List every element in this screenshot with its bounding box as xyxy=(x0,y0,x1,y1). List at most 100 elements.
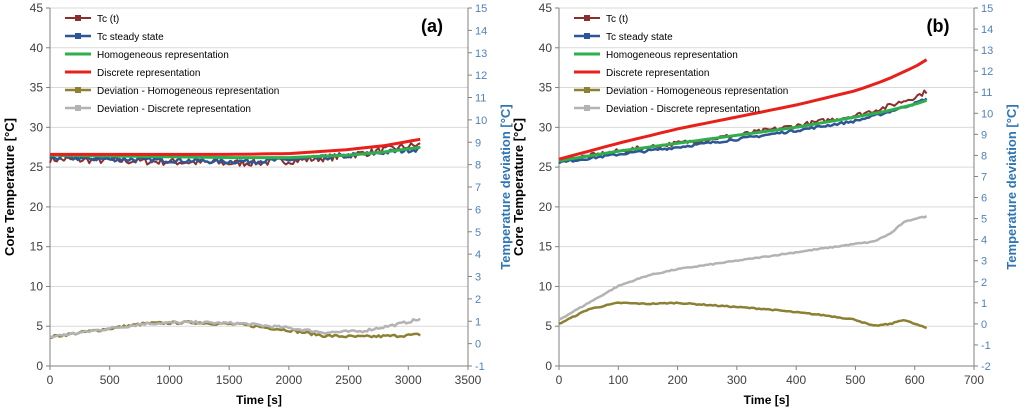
y-axis-title: Core Temperature [°C] xyxy=(2,118,17,256)
x-tick-label: 600 xyxy=(905,373,925,387)
y2-tick-label: 10 xyxy=(981,108,993,120)
legend-marker xyxy=(584,87,590,93)
x-tick-label: 1000 xyxy=(156,373,183,387)
legend-marker xyxy=(584,15,590,21)
chart-panel-a: 051015202530354045-101234567891011121314… xyxy=(2,1,513,407)
y2-tick-label: 13 xyxy=(475,48,487,60)
y2-tick-label: 12 xyxy=(475,70,487,82)
y-tick-label: 5 xyxy=(545,319,552,333)
legend-marker xyxy=(584,33,590,39)
y2-tick-label: 2 xyxy=(981,277,987,289)
y2-tick-label: 4 xyxy=(981,235,987,247)
series-line-5 xyxy=(558,215,928,321)
y-tick-label: 35 xyxy=(539,81,553,95)
y2-tick-label: 10 xyxy=(475,115,487,127)
y2-tick-label: 8 xyxy=(981,150,987,162)
y-tick-label: 45 xyxy=(539,1,553,15)
y-tick-label: 0 xyxy=(36,359,43,373)
y2-tick-label: 11 xyxy=(981,87,992,99)
legend-label: Deviation - Discrete representation xyxy=(97,104,251,115)
y-tick-label: 20 xyxy=(539,200,553,214)
panel-label: (a) xyxy=(421,16,443,36)
legend-label: Tc (t) xyxy=(606,14,628,25)
legend-label: Deviation - Homogeneous representation xyxy=(606,86,788,97)
y2-tick-label: 5 xyxy=(981,214,987,226)
y-tick-label: 15 xyxy=(539,240,553,254)
y2-tick-label: 11 xyxy=(475,93,486,105)
y2-tick-label: 3 xyxy=(475,272,481,284)
chart-panel-b: 051015202530354045-2-1012345678910111213… xyxy=(511,1,1019,407)
y2-tick-label: 8 xyxy=(475,160,481,172)
y-axis-title: Core Temperature [°C] xyxy=(511,118,526,256)
y2-tick-label: 1 xyxy=(475,316,481,328)
y-tick-label: 40 xyxy=(539,41,553,55)
x-tick-label: 1500 xyxy=(216,373,243,387)
y-tick-label: 0 xyxy=(545,359,552,373)
y-tick-label: 20 xyxy=(30,200,44,214)
legend-label: Tc steady state xyxy=(606,32,673,43)
series-line-5 xyxy=(50,317,421,338)
legend-label: Homogeneous representation xyxy=(97,50,229,61)
x-tick-label: 2000 xyxy=(276,373,303,387)
legend-label: Discrete representation xyxy=(606,68,709,79)
y2-tick-label: 15 xyxy=(981,3,993,15)
x-tick-label: 200 xyxy=(668,373,688,387)
legend-marker xyxy=(75,15,81,21)
y2-tick-label: 13 xyxy=(981,45,993,57)
y2-tick-label: 15 xyxy=(475,3,487,15)
y2-tick-label: 5 xyxy=(475,227,481,239)
legend-label: Deviation - Homogeneous representation xyxy=(97,86,279,97)
y2-tick-label: 14 xyxy=(981,24,993,36)
y2-tick-label: 6 xyxy=(475,204,481,216)
legend-marker xyxy=(75,87,81,93)
x-tick-label: 500 xyxy=(100,373,120,387)
x-tick-label: 2500 xyxy=(335,373,362,387)
y2-tick-label: 6 xyxy=(981,193,987,205)
y2-tick-label: 12 xyxy=(981,66,993,78)
legend-label: Tc steady state xyxy=(97,32,164,43)
x-tick-label: 0 xyxy=(47,373,54,387)
legend-marker xyxy=(75,105,81,111)
x-tick-label: 300 xyxy=(727,373,747,387)
y2-tick-label: -2 xyxy=(981,361,991,373)
series-line-4 xyxy=(558,301,928,330)
y2-tick-label: -1 xyxy=(475,361,485,373)
y-tick-label: 35 xyxy=(30,81,44,95)
x-tick-label: 3500 xyxy=(455,373,482,387)
y2-tick-label: 4 xyxy=(475,249,481,261)
y2-tick-label: 0 xyxy=(981,319,987,331)
y2-tick-label: -1 xyxy=(981,340,991,352)
series-line-1 xyxy=(558,97,928,165)
y-tick-label: 30 xyxy=(30,120,44,134)
y2-tick-label: 9 xyxy=(475,137,481,149)
y2-tick-label: 0 xyxy=(475,339,481,351)
series-line-2 xyxy=(49,145,421,160)
legend-marker xyxy=(75,33,81,39)
y-tick-label: 45 xyxy=(30,1,44,15)
x-tick-label: 400 xyxy=(786,373,806,387)
legend-label: Tc (t) xyxy=(97,14,119,25)
series-line-3 xyxy=(558,58,928,161)
y2-tick-label: 14 xyxy=(475,25,487,37)
y2-tick-label: 1 xyxy=(981,298,987,310)
x-axis-title: Time [s] xyxy=(236,393,282,407)
legend-label: Homogeneous representation xyxy=(606,50,738,61)
series-line-3 xyxy=(50,137,421,156)
y-tick-label: 15 xyxy=(30,240,44,254)
panel-label: (b) xyxy=(927,16,950,36)
y-tick-label: 40 xyxy=(30,41,44,55)
y2-tick-label: 2 xyxy=(475,294,481,306)
legend-label: Deviation - Discrete representation xyxy=(606,104,760,115)
x-axis-title: Time [s] xyxy=(744,393,790,407)
y-tick-label: 25 xyxy=(30,160,44,174)
y2-axis-title: Temperature deviation [°C] xyxy=(498,104,513,269)
x-tick-label: 100 xyxy=(608,373,628,387)
series-line-2 xyxy=(558,98,928,163)
y2-tick-label: 9 xyxy=(981,129,987,141)
y2-tick-label: 3 xyxy=(981,256,987,268)
y-tick-label: 25 xyxy=(539,160,553,174)
x-tick-label: 500 xyxy=(845,373,865,387)
y2-tick-label: 7 xyxy=(475,182,481,194)
